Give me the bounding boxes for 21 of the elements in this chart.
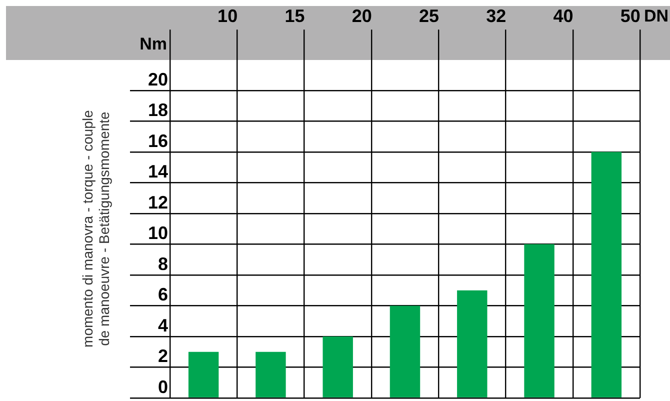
x-tick-label: 40 (553, 6, 574, 26)
text: Nm (140, 34, 167, 54)
y-tick-label: 20 (148, 69, 168, 90)
y-axis-title: momento di manovra - torque - couple de manoeuvre - Betätigungsmomente (79, 110, 112, 348)
x-tick-label: 10 (218, 6, 238, 26)
x-tick-label: 15 (284, 6, 305, 26)
y-tick-label: 14 (148, 162, 168, 182)
y-tick-label: 12 (148, 192, 168, 212)
x-tick-label: 20 (352, 6, 372, 26)
y-tick-label: 8 (158, 254, 168, 274)
x-axis-title: DN (644, 6, 669, 26)
y-tick-label: 2 (158, 346, 168, 366)
y-tick-label: 16 (148, 130, 168, 151)
y-tick-label: 18 (148, 100, 168, 120)
y-tick-label: 6 (158, 284, 168, 305)
y-tick-label: 10 (148, 223, 168, 244)
x-tick-label: 50 (620, 6, 640, 26)
y-tick-label: 0 (158, 376, 168, 397)
x-tick-label: 32 (486, 6, 506, 26)
x-tick-label: 25 (418, 6, 440, 26)
y-tick-label: 4 (158, 315, 168, 336)
